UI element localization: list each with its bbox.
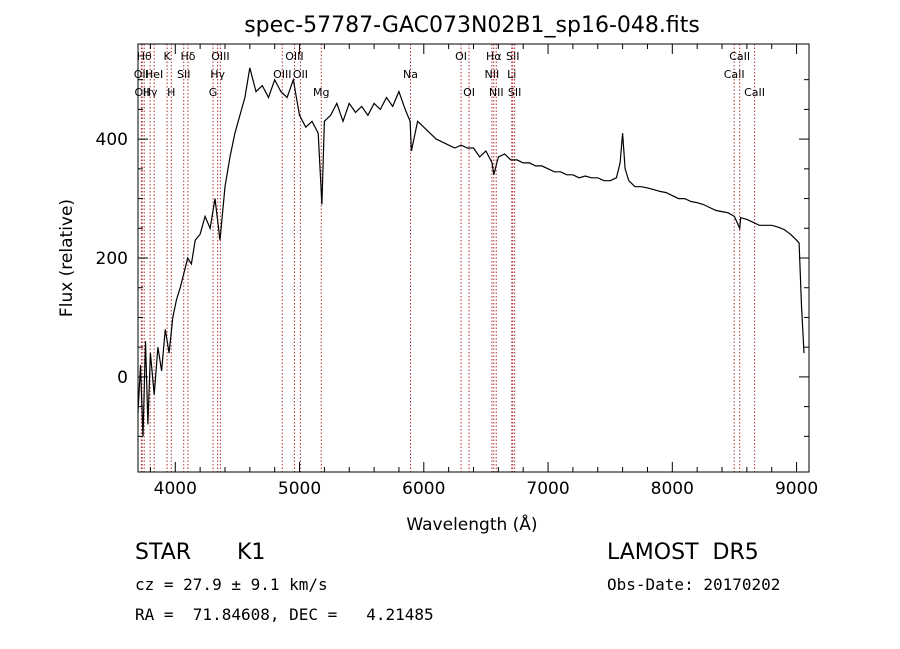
marker-label-12: OIII [273, 68, 291, 81]
marker-label-5: K [163, 50, 171, 63]
marker-label-9: G [209, 86, 218, 99]
coordinates-readout: RA = 71.84608, DEC = 4.21485 [135, 605, 434, 624]
marker-label-24: SII [508, 86, 521, 99]
marker-label-0: Hθ [137, 50, 152, 63]
chart-title: spec-57787-GAC073N02B1_sp16-048.fits [244, 13, 700, 38]
marker-label-11: OIII [211, 50, 229, 63]
marker-label-15: Mg [313, 86, 329, 99]
y-tick-label-1: 200 [96, 249, 128, 269]
marker-label-7: SII [177, 68, 190, 81]
spectrum-line [137, 67, 805, 437]
x-tick-label-2: 6000 [402, 479, 445, 499]
marker-label-6: H [167, 86, 175, 99]
marker-label-20: Hα [486, 50, 502, 63]
x-axis-label: Wavelength (Å) [406, 513, 537, 535]
object-subclass: K1 [237, 540, 266, 565]
marker-label-23: SII [506, 50, 519, 63]
spectral-line-markers: HθOIIOIIHγHeIKHSIIHδGHγOIIIOIIIOIIIOIIMg… [134, 44, 765, 472]
marker-label-18: OI [463, 86, 475, 99]
marker-label-25: CaII [724, 68, 745, 81]
marker-label-10: Hγ [210, 68, 225, 81]
marker-label-26: CaII [729, 50, 750, 63]
plot-frame [137, 43, 810, 473]
x-tick-label-1: 5000 [278, 479, 321, 499]
redshift-readout: cz = 27.9 ± 9.1 km/s [135, 575, 328, 594]
object-class: STAR [135, 540, 192, 565]
survey-name: LAMOST DR5 [607, 540, 759, 565]
marker-label-3: Hγ [143, 86, 158, 99]
x-tick-label-3: 7000 [526, 479, 569, 499]
marker-label-4: HeI [145, 68, 163, 81]
x-tick-label-0: 4000 [154, 479, 197, 499]
y-tick-label-0: 0 [117, 368, 128, 388]
y-axis-label: Flux (relative) [57, 199, 77, 317]
marker-label-8: Hδ [180, 50, 195, 63]
marker-label-27: CaII [744, 86, 765, 99]
x-axis-ticks: 4000 5000 6000 7000 8000 9000 [149, 44, 818, 499]
marker-label-16: Na [403, 68, 418, 81]
marker-label-22: Li [507, 68, 516, 81]
y-tick-label-2: 400 [96, 130, 128, 150]
x-tick-label-5: 9000 [775, 479, 818, 499]
marker-label-19: NII [485, 68, 500, 81]
marker-label-21: NII [489, 86, 504, 99]
x-tick-label-4: 8000 [651, 479, 694, 499]
marker-label-17: OI [455, 50, 467, 63]
spectrum-series [137, 67, 805, 437]
y-axis-ticks: 0 200 400 [96, 79, 809, 437]
observation-date: Obs-Date: 20170202 [607, 575, 781, 594]
marker-label-14: OII [293, 68, 308, 81]
